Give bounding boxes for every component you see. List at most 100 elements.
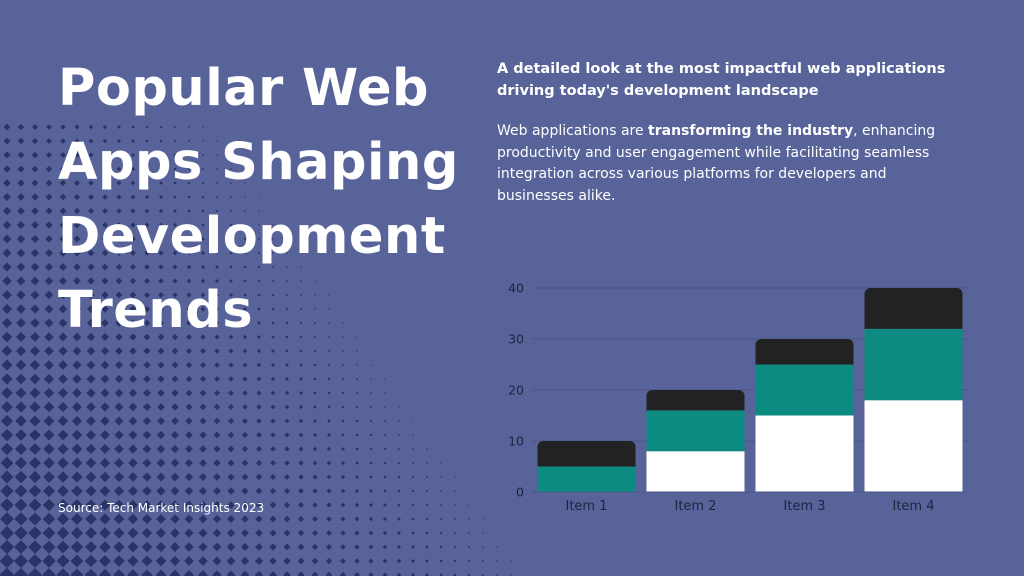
halftone-dot xyxy=(271,265,275,269)
halftone-dot xyxy=(382,558,388,564)
halftone-dot xyxy=(311,557,319,565)
halftone-dot xyxy=(129,277,137,285)
halftone-dot xyxy=(29,415,41,427)
halftone-dot xyxy=(130,194,136,200)
halftone-dot xyxy=(141,513,153,525)
halftone-dot xyxy=(383,517,387,521)
halftone-dot xyxy=(383,433,387,437)
halftone-dot xyxy=(72,402,82,412)
halftone-dot xyxy=(116,166,122,172)
halftone-dot xyxy=(173,181,177,185)
halftone-dot xyxy=(72,360,82,370)
halftone-dot xyxy=(3,193,11,201)
halftone-dot xyxy=(354,544,360,550)
halftone-dot xyxy=(114,458,124,468)
halftone-dot xyxy=(198,556,208,566)
halftone-dot xyxy=(397,461,401,465)
halftone-dot xyxy=(102,208,108,214)
halftone-dot xyxy=(368,530,374,536)
halftone-dot xyxy=(32,124,38,130)
halftone-dot xyxy=(425,503,429,507)
halftone-dot xyxy=(42,540,56,554)
halftone-dot xyxy=(28,540,42,554)
halftone-dot xyxy=(2,220,12,230)
halftone-dot xyxy=(115,249,123,257)
halftone-dot xyxy=(156,486,166,496)
halftone-dot xyxy=(184,458,194,468)
halftone-dot xyxy=(283,571,291,576)
halftone-dot xyxy=(327,405,331,409)
halftone-dot xyxy=(311,529,319,537)
halftone-dot xyxy=(410,572,416,576)
halftone-dot xyxy=(144,236,150,242)
halftone-dot xyxy=(185,389,193,397)
halftone-dot xyxy=(340,488,346,494)
halftone-dot xyxy=(70,540,84,554)
halftone-dot xyxy=(269,487,277,495)
halftone-dot xyxy=(85,485,97,497)
halftone-dot xyxy=(130,264,136,270)
halftone-dot xyxy=(200,292,206,298)
halftone-dot xyxy=(44,318,54,328)
halftone-dot xyxy=(128,472,138,482)
halftone-dot xyxy=(213,431,221,439)
halftone-dot xyxy=(256,404,262,410)
halftone-dot xyxy=(397,489,401,493)
halftone-dot xyxy=(227,445,235,453)
halftone-dot xyxy=(410,558,416,564)
halftone-dot xyxy=(199,431,207,439)
halftone-dot xyxy=(28,470,42,484)
halftone-dot xyxy=(85,443,97,455)
halftone-dot xyxy=(127,555,139,567)
halftone-dot xyxy=(183,569,195,576)
halftone-dot xyxy=(28,484,42,498)
halftone-dot xyxy=(157,417,165,425)
halftone-dot xyxy=(102,194,108,200)
halftone-dot xyxy=(116,208,122,214)
halftone-dot xyxy=(426,448,428,450)
halftone-dot xyxy=(128,486,138,496)
halftone-dot xyxy=(311,571,319,576)
halftone-dot xyxy=(88,194,94,200)
halftone-dot xyxy=(327,363,331,367)
halftone-dot xyxy=(271,335,275,339)
halftone-dot xyxy=(439,489,443,493)
halftone-dot xyxy=(15,415,27,427)
halftone-dot xyxy=(60,166,66,172)
body-text-before: Web applications are xyxy=(497,123,649,139)
halftone-dot xyxy=(467,531,471,535)
halftone-dot xyxy=(156,458,166,468)
halftone-dot xyxy=(0,498,14,512)
halftone-dot xyxy=(286,238,288,240)
halftone-dot xyxy=(14,456,28,470)
halftone-dot xyxy=(86,360,96,370)
bar-segment xyxy=(864,328,963,401)
halftone-dot xyxy=(74,124,80,130)
halftone-dot xyxy=(42,554,56,568)
halftone-dot xyxy=(340,460,346,466)
halftone-dot xyxy=(31,165,39,173)
halftone-dot xyxy=(354,572,360,576)
halftone-dot xyxy=(341,349,345,353)
halftone-dot xyxy=(313,307,317,311)
halftone-dot xyxy=(327,419,331,423)
halftone-dot xyxy=(171,347,179,355)
halftone-dot xyxy=(272,224,274,226)
halftone-dot xyxy=(298,474,304,480)
halftone-dot xyxy=(14,484,28,498)
halftone-dot xyxy=(342,322,344,324)
halftone-dot xyxy=(158,264,164,270)
halftone-dot xyxy=(86,416,96,426)
halftone-dot xyxy=(327,377,331,381)
halftone-dot xyxy=(283,529,291,537)
halftone-dot xyxy=(0,428,14,442)
halftone-dot xyxy=(45,193,53,201)
halftone-dot xyxy=(212,514,222,524)
halftone-dot xyxy=(256,418,262,424)
halftone-dot xyxy=(355,475,359,479)
halftone-dot xyxy=(425,531,429,535)
halftone-dot xyxy=(0,526,14,540)
halftone-dot xyxy=(425,517,429,521)
halftone-dot xyxy=(369,475,373,479)
halftone-dot xyxy=(411,489,415,493)
